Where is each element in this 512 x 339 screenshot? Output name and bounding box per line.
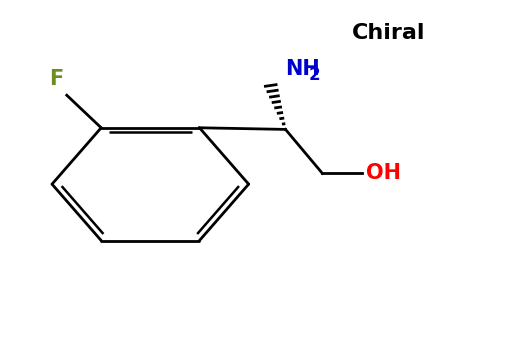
Text: F: F	[49, 69, 63, 89]
Text: NH: NH	[286, 59, 320, 79]
Text: OH: OH	[366, 163, 400, 183]
Text: Chiral: Chiral	[352, 23, 425, 43]
Text: 2: 2	[309, 66, 321, 84]
